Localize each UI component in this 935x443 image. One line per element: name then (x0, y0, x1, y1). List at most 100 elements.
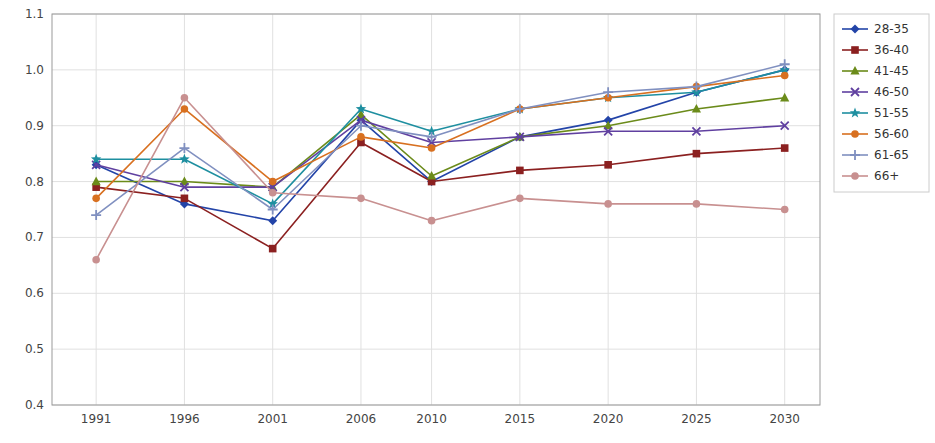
legend-label: 41-45 (874, 64, 909, 78)
plot-frame (52, 14, 820, 405)
series (91, 64, 790, 208)
x-tick-label: 2025 (681, 412, 712, 426)
legend-marker (850, 150, 860, 160)
point (515, 103, 525, 113)
legend-label: 66+ (874, 169, 899, 183)
grid (52, 14, 820, 405)
point (357, 133, 365, 141)
grid-line-x (519, 14, 520, 405)
point (179, 154, 189, 164)
y-tick-label: 0.5 (25, 342, 44, 356)
point (179, 143, 189, 153)
legend-marker (851, 172, 859, 180)
series (92, 116, 789, 191)
grid-line-x (431, 14, 432, 405)
series (91, 59, 790, 220)
point (604, 161, 612, 169)
point (693, 150, 701, 158)
point (92, 256, 100, 264)
legend-label: 56-60 (874, 127, 909, 141)
point (693, 200, 701, 208)
y-tick-label: 0.8 (25, 175, 44, 189)
plot-area (52, 14, 820, 405)
x-tick-label: 1991 (81, 412, 112, 426)
point (181, 94, 189, 102)
series-line (96, 70, 785, 221)
legend-marker (851, 130, 859, 138)
point (269, 178, 277, 186)
grid-line-x (96, 14, 97, 405)
point (428, 217, 436, 225)
series (92, 72, 788, 202)
point (356, 103, 366, 113)
x-tick-label: 2001 (257, 412, 288, 426)
point (181, 105, 189, 113)
series-line (96, 98, 785, 260)
x-tick-label: 2015 (505, 412, 536, 426)
x-tick-label: 2006 (346, 412, 377, 426)
legend-marker (851, 88, 859, 96)
point (781, 206, 789, 214)
grid-line-x (360, 14, 361, 405)
y-tick-label: 0.9 (25, 119, 44, 133)
axes: 0.40.50.60.70.80.91.01.11991199620012006… (25, 7, 820, 426)
series-line (96, 120, 785, 187)
legend-label: 51-55 (874, 106, 909, 120)
point (427, 132, 437, 142)
point (427, 171, 436, 180)
x-tick-label: 2030 (769, 412, 800, 426)
point (516, 167, 524, 175)
grid-line-y (52, 69, 820, 70)
point (604, 200, 612, 208)
point (356, 121, 366, 131)
series (92, 65, 790, 225)
point (180, 183, 188, 191)
x-tick-label: 2020 (593, 412, 624, 426)
point (780, 93, 789, 102)
grid-line-x (608, 14, 609, 405)
legend-marker (850, 108, 860, 118)
grid-line-y (52, 349, 820, 350)
point (428, 144, 436, 152)
x-tick-label: 2010 (416, 412, 447, 426)
point (269, 189, 277, 197)
point (268, 205, 278, 215)
point (268, 216, 277, 225)
grid-line-x (184, 14, 185, 405)
point (91, 210, 101, 220)
y-tick-label: 1.0 (25, 63, 44, 77)
legend-label: 36-40 (874, 43, 909, 57)
point (516, 133, 524, 141)
point (516, 195, 524, 203)
series-line (96, 70, 785, 204)
point (181, 195, 189, 203)
point (357, 195, 365, 203)
legend-label: 61-65 (874, 148, 909, 162)
point (781, 122, 789, 130)
series (92, 94, 788, 264)
series-line (96, 98, 785, 187)
point (780, 59, 790, 69)
point (603, 87, 613, 97)
legend-marker (851, 25, 860, 34)
y-tick-label: 1.1 (25, 7, 44, 21)
y-tick-label: 0.6 (25, 286, 44, 300)
point (92, 161, 100, 169)
x-tick-label: 1996 (169, 412, 200, 426)
series (92, 93, 790, 191)
y-tick-label: 0.7 (25, 230, 44, 244)
series-line (96, 64, 785, 215)
grid-line-y (52, 237, 820, 238)
point (91, 154, 101, 164)
legend-marker (851, 46, 859, 54)
point (269, 245, 277, 253)
legend-marker (850, 66, 859, 75)
grid-line-y (52, 293, 820, 294)
legend-label: 28-35 (874, 22, 909, 36)
point (692, 127, 700, 135)
point (781, 144, 789, 152)
point (604, 127, 612, 135)
legend: 28-3536-4041-4546-5051-5556-6061-6566+ (834, 14, 929, 192)
point (692, 104, 701, 113)
point (92, 195, 100, 203)
